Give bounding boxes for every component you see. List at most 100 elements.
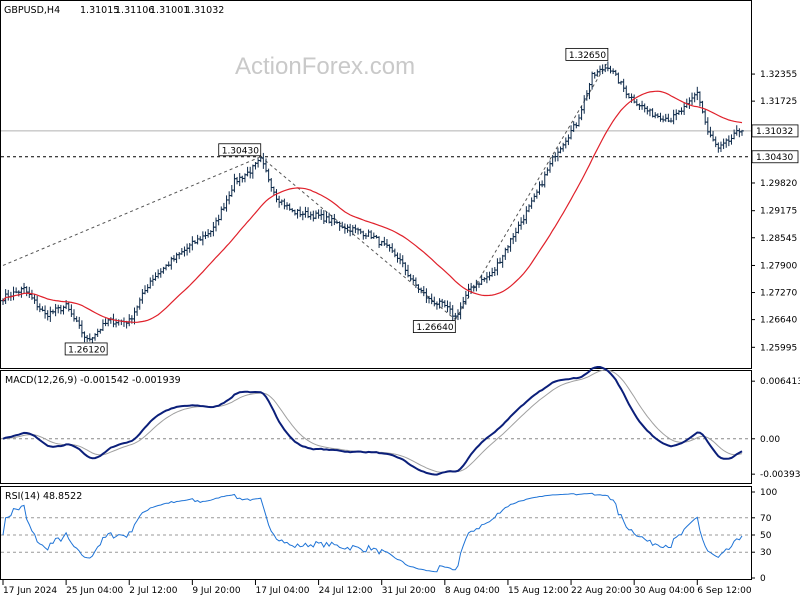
price-bar (303, 206, 308, 218)
svg-text:1.30430: 1.30430 (222, 146, 259, 156)
price-bar (434, 301, 439, 310)
price-bar (119, 319, 124, 326)
price-bar (321, 210, 326, 225)
price-tag-1.31032: 1.31032 (751, 124, 799, 138)
rsi-tick-label: 100 (760, 488, 777, 498)
macd-panel-frame (0, 370, 752, 484)
time-tick-label: 6 Sep 12:00 (697, 586, 752, 596)
price-bar (484, 272, 489, 284)
price-bar (224, 195, 229, 212)
price-bar (261, 152, 266, 169)
price-bar (440, 298, 445, 308)
price-bar (495, 258, 500, 276)
price-bar (48, 306, 53, 322)
rsi-line (2, 492, 743, 573)
rsi-tick-label: 0 (760, 574, 766, 584)
price-bar (613, 69, 618, 76)
time-tick-label: 31 Jul 20:00 (382, 586, 436, 596)
price-bar (508, 237, 513, 252)
price-bar (482, 277, 487, 282)
price-bar (542, 171, 547, 188)
watermark: ActionForex.com (235, 53, 415, 80)
price-bar (285, 202, 290, 210)
price-bar (279, 199, 284, 206)
price-bar (24, 286, 29, 297)
price-bar (371, 232, 376, 239)
price-bar (740, 129, 744, 136)
price-bar (729, 134, 734, 145)
macd-tick-label: 0.00 (760, 435, 780, 445)
price-bar (708, 126, 713, 138)
price-bar (56, 304, 61, 314)
price-bar (137, 297, 142, 310)
price-tick-label: 1.28545 (760, 234, 797, 244)
macd-line (2, 366, 743, 476)
price-bar (429, 293, 434, 305)
price-bar (329, 214, 334, 227)
rsi-tick-label: 70 (760, 514, 772, 524)
price-tick-label: 1.32355 (760, 70, 797, 80)
price-bar (229, 184, 234, 197)
price-bar (27, 286, 32, 298)
price-bar (529, 197, 534, 209)
price-bar (211, 221, 216, 237)
zigzag-segment (260, 156, 456, 320)
price-bar (177, 251, 182, 260)
rsi-label: RSI(14) 48.8522 (5, 491, 82, 502)
price-bar (300, 211, 305, 221)
price-bar (390, 243, 395, 253)
price-bar (534, 189, 539, 199)
price-bar (492, 266, 497, 276)
price-bar (545, 167, 550, 176)
price-tag-1.30430: 1.30430 (751, 150, 799, 164)
price-bar (537, 181, 542, 195)
price-bar (624, 85, 629, 99)
svg-text:1.30430: 1.30430 (756, 153, 793, 163)
time-tick-label: 22 Aug 20:00 (571, 586, 632, 596)
price-bar (282, 198, 287, 210)
swing-label-1.26640: 1.26640 (412, 320, 456, 333)
price-bar (311, 210, 316, 222)
price-bar (356, 227, 361, 235)
price-bar (143, 285, 148, 295)
price-bar (516, 221, 521, 234)
price-bar (6, 289, 11, 301)
price-bar (461, 296, 466, 309)
time-tick-label: 17 Jul 04:00 (255, 586, 309, 596)
price-tick-label: 1.26640 (760, 316, 797, 326)
price-bar (676, 109, 681, 116)
price-bar (140, 289, 145, 304)
price-bar (692, 92, 697, 103)
price-bar (448, 301, 453, 315)
price-bar (697, 91, 702, 107)
price-bar (313, 210, 318, 220)
header-open: 1.31015 (80, 5, 119, 16)
header-high: 1.31106 (115, 5, 154, 16)
price-bar (695, 86, 700, 101)
price-bar (37, 303, 42, 313)
price-bar (532, 193, 537, 203)
price-bar (87, 333, 92, 342)
header-low: 1.31001 (150, 5, 189, 16)
rsi-tick-label: 50 (760, 531, 772, 541)
rsi-tick-label: 30 (760, 548, 772, 558)
price-bar (187, 243, 192, 253)
price-bar (248, 166, 253, 179)
price-bar (395, 252, 400, 263)
price-bar (77, 316, 82, 329)
price-bar (668, 117, 673, 123)
price-bar (511, 233, 516, 245)
price-bar (103, 318, 108, 327)
svg-text:1.26120: 1.26120 (68, 345, 105, 355)
price-bar (718, 141, 723, 152)
price-bar (22, 282, 27, 294)
price-bar (576, 114, 581, 127)
price-bar (579, 106, 584, 121)
price-bar (392, 248, 397, 258)
price-bar (237, 173, 242, 187)
price-bar (127, 314, 132, 327)
price-bar (256, 158, 261, 168)
price-bar (358, 228, 363, 235)
price-bar (416, 284, 421, 293)
macd-tick-label: -0.003938 (760, 470, 800, 480)
